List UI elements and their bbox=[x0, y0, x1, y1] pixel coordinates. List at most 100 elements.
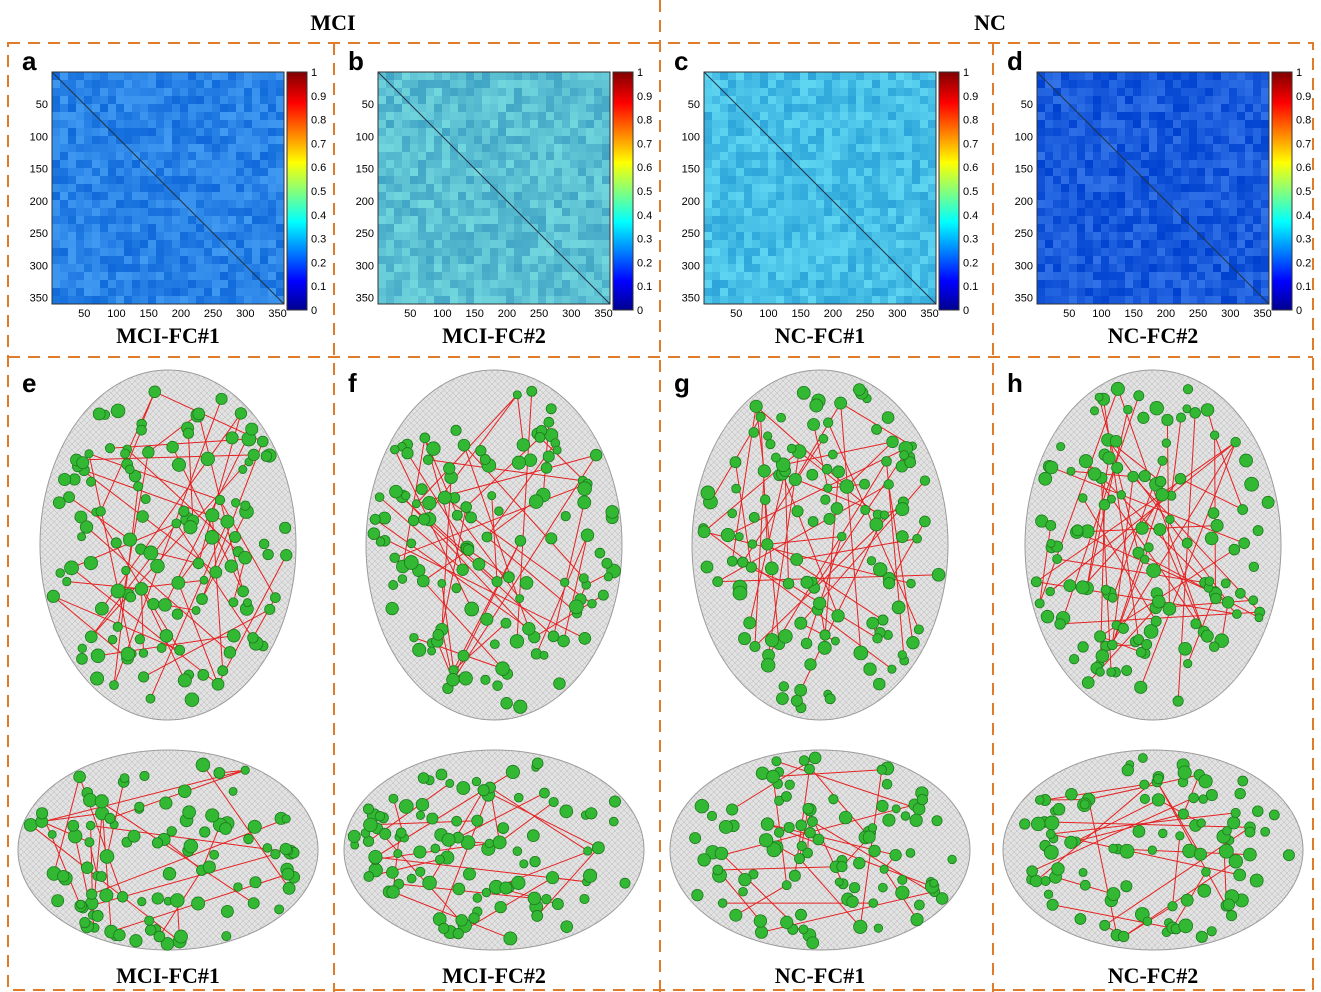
heatmap-cell bbox=[252, 96, 261, 105]
heatmap-cell bbox=[196, 128, 205, 137]
heatmap-cell bbox=[1181, 184, 1190, 193]
heatmap-cell bbox=[848, 256, 857, 265]
heatmap-cell bbox=[704, 192, 713, 201]
heatmap-cell bbox=[872, 272, 881, 281]
node bbox=[832, 610, 844, 622]
heatmap-cell bbox=[386, 200, 395, 209]
heatmap-cell bbox=[466, 224, 475, 233]
heatmap-cell bbox=[1133, 128, 1142, 137]
heatmap-cell bbox=[1085, 200, 1094, 209]
node bbox=[257, 436, 268, 447]
heatmap-cell bbox=[1229, 240, 1238, 249]
heatmap-cell bbox=[776, 80, 785, 89]
heatmap-cell bbox=[1213, 208, 1222, 217]
node bbox=[1269, 810, 1279, 820]
heatmap-cell bbox=[832, 288, 841, 297]
heatmap-cell bbox=[378, 224, 387, 233]
heatmap-cell bbox=[554, 144, 563, 153]
heatmap-cell bbox=[458, 264, 467, 273]
heatmap-cell bbox=[586, 80, 595, 89]
heatmap-cell bbox=[800, 88, 809, 97]
heatmap-cell bbox=[108, 232, 117, 241]
colorbar-tick-label: 0.8 bbox=[963, 115, 978, 127]
heatmap-cell bbox=[1197, 288, 1206, 297]
heatmap-cell bbox=[92, 208, 101, 217]
heatmap-cell bbox=[792, 224, 801, 233]
heatmap-cell bbox=[498, 232, 507, 241]
heatmap-cell bbox=[594, 80, 603, 89]
heatmap-cell bbox=[1077, 160, 1086, 169]
heatmap-cell bbox=[228, 224, 237, 233]
heatmap-cell bbox=[562, 200, 571, 209]
node bbox=[1067, 467, 1075, 475]
heatmap-cell bbox=[554, 256, 563, 265]
heatmap-cell bbox=[116, 80, 125, 89]
heatmap-cell bbox=[530, 144, 539, 153]
heatmap-cell bbox=[466, 208, 475, 217]
node bbox=[698, 854, 711, 867]
heatmap-cell bbox=[1205, 272, 1214, 281]
heatmap-cell bbox=[1213, 128, 1222, 137]
node bbox=[1096, 668, 1104, 676]
heatmap-cell bbox=[378, 144, 387, 153]
brain bbox=[18, 750, 318, 950]
node bbox=[220, 823, 232, 835]
x-tick-label: 150 bbox=[1124, 308, 1142, 320]
heatmap-cell bbox=[1117, 136, 1126, 145]
heatmap-cell bbox=[1149, 192, 1158, 201]
heatmap-cell bbox=[1149, 224, 1158, 233]
heatmap-cell bbox=[720, 224, 729, 233]
heatmap-cell bbox=[52, 88, 61, 97]
node bbox=[83, 793, 96, 806]
heatmap-cell bbox=[840, 288, 849, 297]
heatmap-cell bbox=[188, 104, 197, 113]
heatmap-cell bbox=[768, 192, 777, 201]
heatmap-cell bbox=[164, 272, 173, 281]
heatmap-cell bbox=[768, 264, 777, 273]
heatmap-cell bbox=[554, 288, 563, 297]
heatmap-cell bbox=[1109, 264, 1118, 273]
heatmap-cell bbox=[808, 248, 817, 257]
heatmap-cell bbox=[1117, 248, 1126, 257]
heatmap-cell bbox=[1077, 136, 1086, 145]
heatmap-cell bbox=[1213, 72, 1222, 81]
heatmap-cell bbox=[1173, 112, 1182, 121]
heatmap-cell bbox=[760, 88, 769, 97]
heatmap-cell bbox=[896, 160, 905, 169]
node bbox=[74, 771, 86, 783]
heatmap-cell bbox=[1069, 264, 1078, 273]
heatmap-cell bbox=[1237, 248, 1246, 257]
heatmap-cell bbox=[586, 176, 595, 185]
heatmap-cell bbox=[1037, 112, 1046, 121]
heatmap-cell bbox=[172, 296, 181, 305]
y-tick-label: 300 bbox=[682, 260, 700, 272]
heatmap-cell bbox=[1117, 88, 1126, 97]
heatmap-cell bbox=[498, 120, 507, 129]
heatmap-cell bbox=[188, 216, 197, 225]
heatmap-cell bbox=[514, 120, 523, 129]
heatmap-cell bbox=[848, 248, 857, 257]
heatmap-cell bbox=[180, 264, 189, 273]
heatmap-cell bbox=[212, 288, 221, 297]
heatmap-cell bbox=[260, 168, 269, 177]
heatmap-cell bbox=[418, 264, 427, 273]
node bbox=[1184, 659, 1192, 667]
heatmap-cell bbox=[1213, 192, 1222, 201]
node bbox=[854, 920, 867, 933]
node bbox=[380, 828, 391, 839]
heatmap-cell bbox=[172, 160, 181, 169]
heatmap-cell bbox=[1245, 80, 1254, 89]
heatmap-cell bbox=[776, 256, 785, 265]
heatmap-cell bbox=[800, 192, 809, 201]
heatmap-cell bbox=[124, 160, 133, 169]
heatmap-cell bbox=[466, 144, 475, 153]
heatmap-cell bbox=[1149, 168, 1158, 177]
heatmap-cell bbox=[474, 216, 483, 225]
heatmap-cell bbox=[220, 152, 229, 161]
node bbox=[1243, 848, 1256, 861]
node bbox=[548, 631, 559, 642]
node bbox=[1035, 599, 1044, 608]
heatmap-cell bbox=[1141, 96, 1150, 105]
heatmap-cell bbox=[394, 240, 403, 249]
heatmap-cell bbox=[386, 136, 395, 145]
